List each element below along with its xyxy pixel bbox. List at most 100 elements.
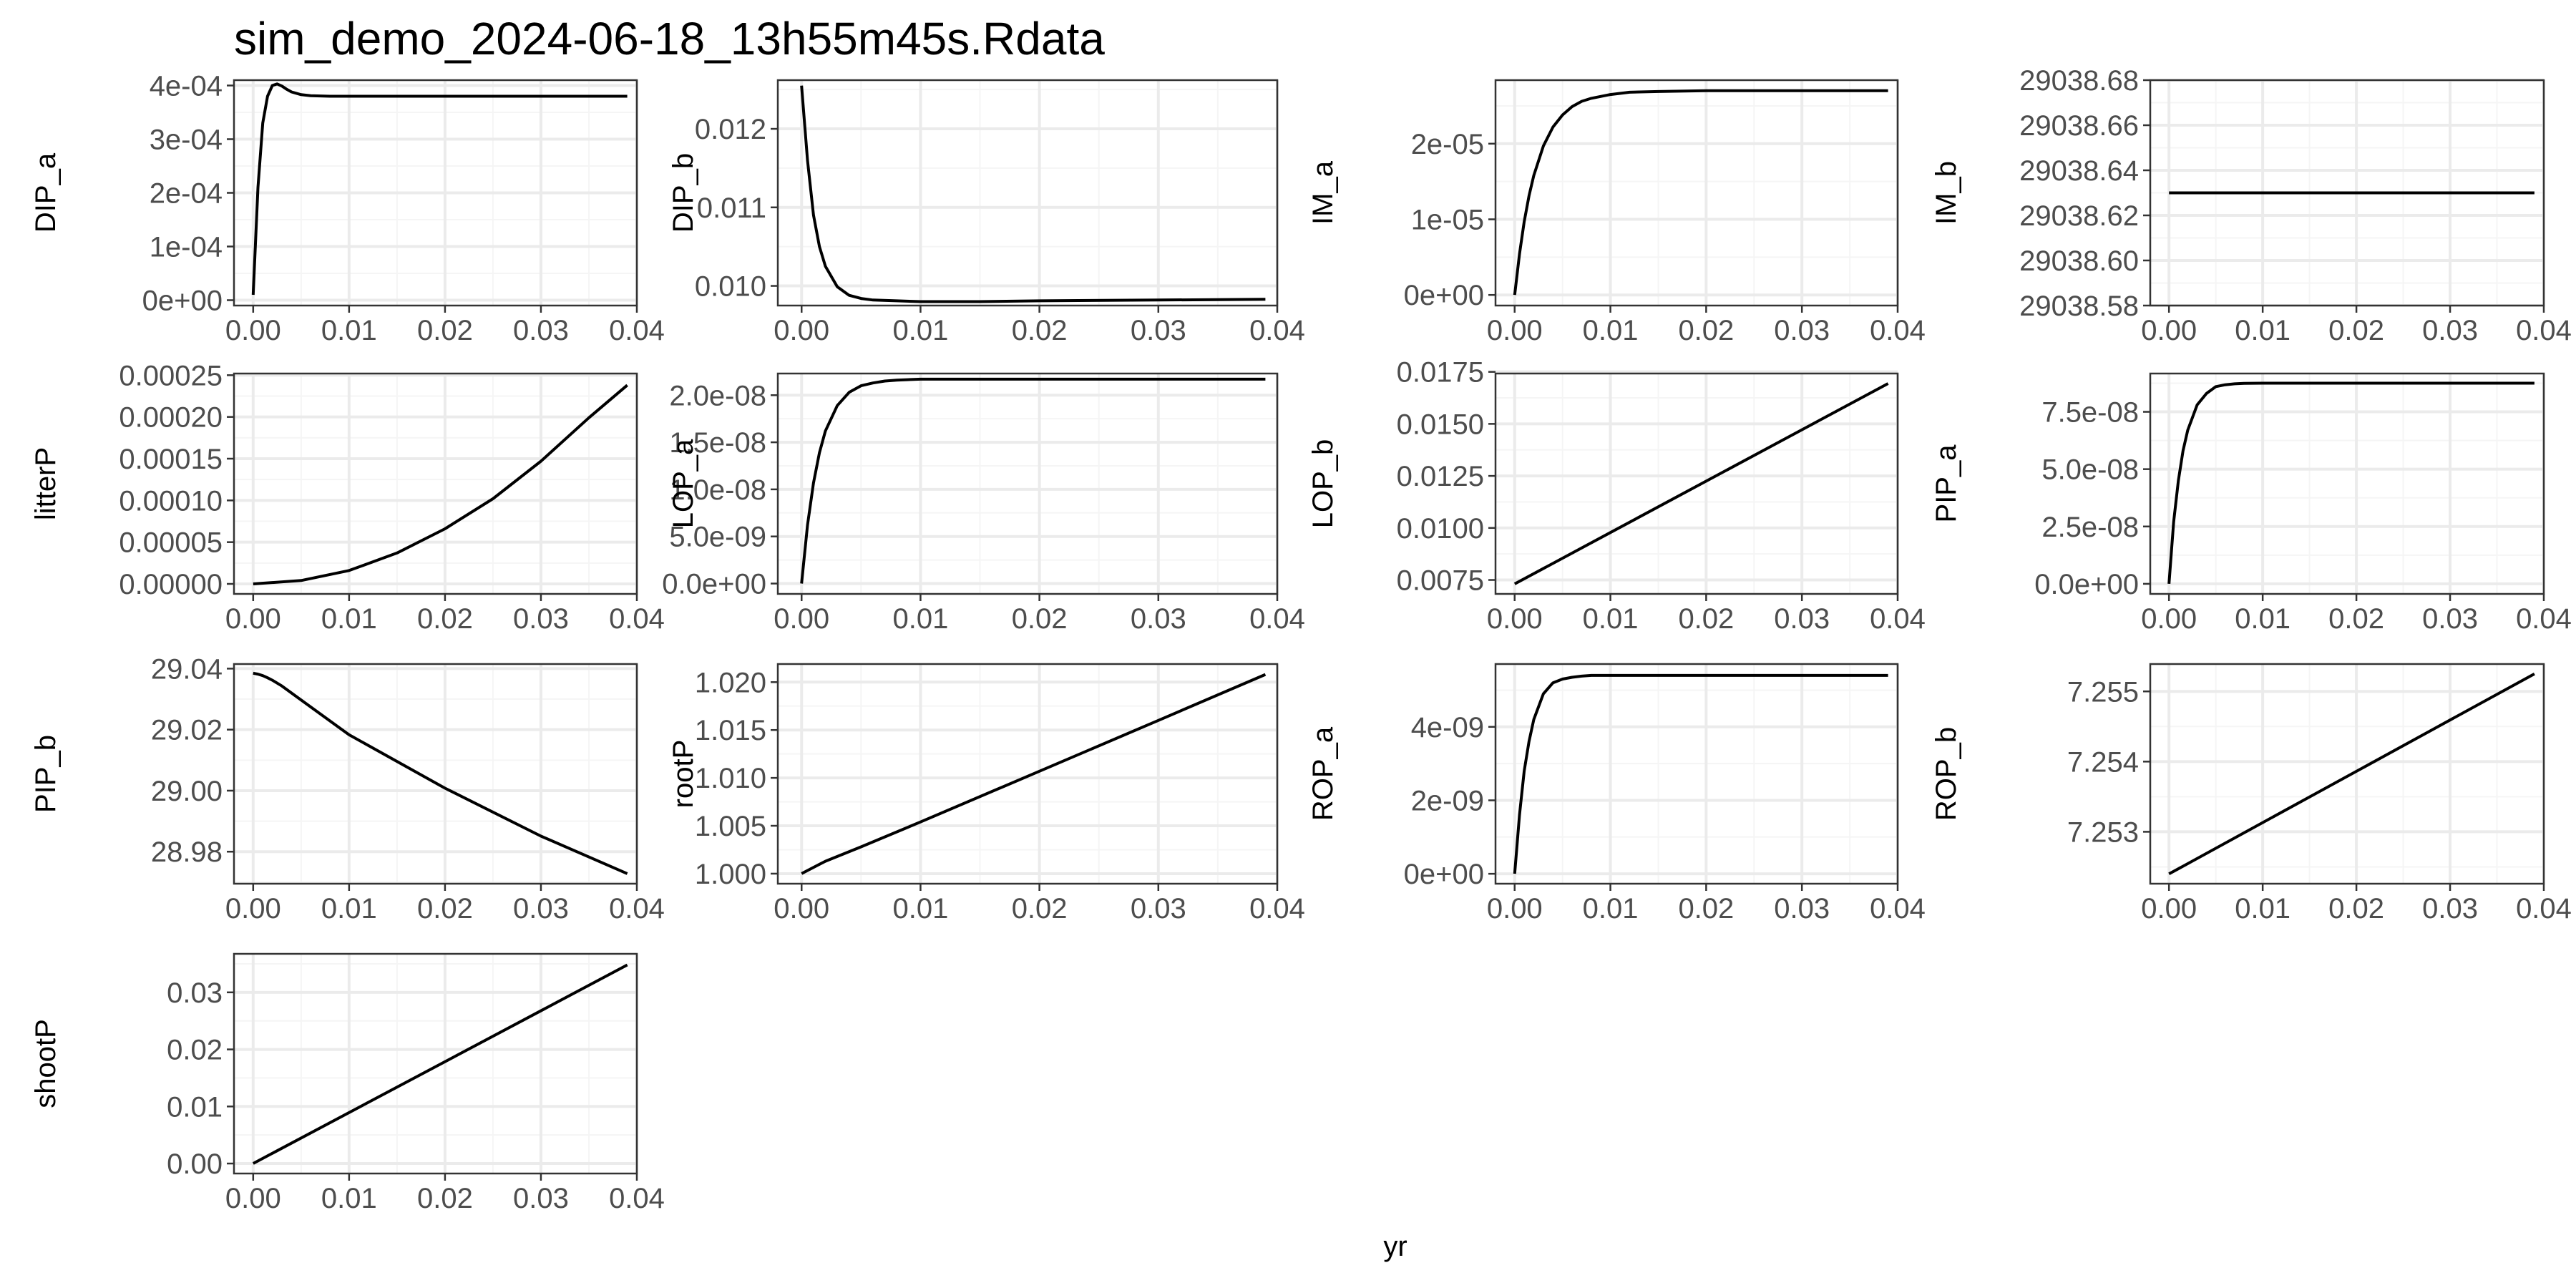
y-axis-label-dip-b: DIP_b: [668, 153, 699, 233]
series-line-litterp: [253, 384, 628, 585]
panel-pip-a: 0.00 0.01 0.02 0.03 0.04 0.0e+00 2.5e-08 5.0e-0…: [1931, 372, 2572, 635]
x-tick-label: 0.04: [609, 603, 665, 635]
panel-background: [778, 374, 1277, 594]
y-axis-label-lop-a: LOP_a: [668, 439, 699, 528]
x-tick-label: 0.01: [1583, 315, 1639, 346]
y-tick-label: 0.0175: [1397, 357, 1484, 389]
panel-im-b: 0.00 0.01 0.02 0.03 0.04 29038.58 29038.60 2903…: [1931, 65, 2572, 346]
x-tick-label: 0.00: [225, 893, 281, 924]
x-tick-label: 0.04: [609, 1183, 665, 1214]
y-tick-label: 0.010: [695, 271, 766, 303]
y-tick-label: 0.0e+00: [2034, 569, 2139, 600]
y-tick-label: 0.02: [167, 1035, 223, 1066]
x-tick-label: 0.00: [774, 893, 829, 924]
y-tick-label: 7.255: [2067, 676, 2139, 708]
panel-shootp: 0.00 0.01 0.02 0.03 0.04 0.00 0.01 0.02 0.03 shoo…: [30, 952, 665, 1214]
x-tick-label: 0.03: [1131, 603, 1186, 635]
x-tick-label: 0.00: [225, 1183, 281, 1214]
x-tick-label: 0.01: [892, 315, 948, 346]
y-tick-label: 0.0e+00: [662, 569, 766, 600]
y-tick-label: 2e-04: [150, 178, 223, 210]
y-tick-label: 7.5e-08: [2041, 397, 2139, 429]
y-tick-label: 0.03: [167, 977, 223, 1009]
x-tick-label: 0.00: [1487, 603, 1543, 635]
y-tick-label: 29038.58: [2019, 291, 2139, 322]
panel-background: [1496, 664, 1898, 884]
y-tick-label: 7.253: [2067, 816, 2139, 848]
series-line-pip-b: [253, 671, 628, 875]
x-tick-label: 0.00: [2141, 315, 2197, 346]
x-tick-label: 0.00: [774, 603, 829, 635]
x-tick-label: 0.04: [1249, 315, 1305, 346]
x-tick-label: 0.03: [2422, 315, 2478, 346]
y-tick-label: 29038.60: [2019, 245, 2139, 277]
x-tick-label: 0.01: [2235, 893, 2290, 924]
x-tick-label: 0.01: [892, 603, 948, 635]
series-line-lop-b: [1513, 382, 1889, 585]
x-tick-label: 0.03: [1131, 893, 1186, 924]
x-tick-label: 0.04: [609, 315, 665, 346]
y-tick-label: 1e-05: [1411, 204, 1484, 235]
y-tick-label: 5.0e-08: [2041, 454, 2139, 486]
x-tick-label: 0.04: [2516, 603, 2572, 635]
y-tick-label: 5.0e-09: [669, 522, 766, 553]
panel-border: [2149, 372, 2545, 595]
x-tick-label: 0.02: [1678, 893, 1734, 924]
panel-border: [776, 663, 1279, 885]
y-tick-label: 0e+00: [142, 286, 223, 317]
y-tick-label: 4e-04: [150, 71, 223, 102]
y-tick-label: 0.00025: [119, 360, 223, 391]
y-tick-label: 29.04: [151, 653, 223, 685]
x-tick-label: 0.03: [2422, 893, 2478, 924]
x-tick-label: 0.02: [1012, 315, 1068, 346]
y-axis-label-litterp: litterP: [30, 447, 62, 520]
panel-rop-b: 0.00 0.01 0.02 0.03 0.04 7.253 7.254 7.255 ROP_b: [1931, 663, 2572, 924]
panel-border: [776, 372, 1279, 595]
x-tick-label: 0.00: [225, 603, 281, 635]
panel-border: [233, 372, 638, 595]
y-tick-label: 29.02: [151, 715, 223, 746]
y-tick-label: 0.00000: [119, 569, 223, 600]
x-tick-label: 0.04: [609, 893, 665, 924]
series-line-rop-a: [1513, 673, 1888, 874]
x-tick-label: 0.00: [1487, 893, 1543, 924]
x-tick-label: 0.01: [892, 893, 948, 924]
panel-border: [1494, 372, 1899, 595]
y-tick-label: 1.000: [695, 859, 766, 890]
x-tick-label: 0.00: [225, 315, 281, 346]
x-axis-title: yr: [1383, 1231, 1407, 1262]
y-tick-label: 29038.64: [2019, 155, 2139, 187]
series-line-lop-a: [800, 377, 1266, 584]
y-tick-label: 1e-04: [150, 232, 223, 263]
y-tick-label: 0.01: [167, 1091, 223, 1123]
y-tick-label: 0.0125: [1397, 461, 1484, 492]
x-tick-label: 0.04: [1870, 893, 1926, 924]
panel-border: [2149, 663, 2545, 885]
y-tick-label: 2e-09: [1411, 785, 1484, 816]
x-tick-label: 0.02: [2328, 315, 2384, 346]
y-tick-label: 28.98: [151, 836, 223, 868]
figure-title: sim_demo_2024-06-18_13h55m45s.Rdata: [234, 13, 1105, 64]
y-axis-label-shootp: shootP: [30, 1019, 62, 1108]
series-line-rop-b: [2168, 672, 2535, 876]
panel-lop-a: 0.00 0.01 0.02 0.03 0.04 0.0e+00 5.0e-09 1.0e-0…: [662, 372, 1305, 635]
y-axis-label-pip-b: PIP_b: [30, 735, 62, 813]
x-tick-label: 0.00: [2141, 603, 2197, 635]
x-tick-label: 0.02: [1678, 315, 1734, 346]
y-axis-label-dip-a: DIP_a: [30, 152, 62, 233]
x-tick-label: 0.02: [417, 1183, 473, 1214]
y-tick-label: 0.011: [697, 192, 766, 224]
panel-pip-b: 0.00 0.01 0.02 0.03 0.04 28.98 29.00 29.02 29.04…: [30, 653, 665, 924]
y-tick-label: 0.00015: [119, 444, 223, 475]
x-tick-label: 0.03: [2422, 603, 2478, 635]
y-tick-label: 29038.62: [2019, 200, 2139, 232]
series-line-dip-b: [800, 85, 1266, 303]
x-tick-label: 0.03: [1131, 315, 1186, 346]
series-line-im-a: [1513, 89, 1888, 296]
x-tick-label: 0.02: [1678, 603, 1734, 635]
panel-litterp: 0.00 0.01 0.02 0.03 0.04 0.00000 0.00005 0.0001…: [30, 360, 665, 635]
panel-border: [233, 952, 638, 1175]
y-tick-label: 0e+00: [1404, 859, 1484, 890]
x-tick-label: 0.02: [417, 603, 473, 635]
y-tick-label: 29.00: [151, 776, 223, 807]
